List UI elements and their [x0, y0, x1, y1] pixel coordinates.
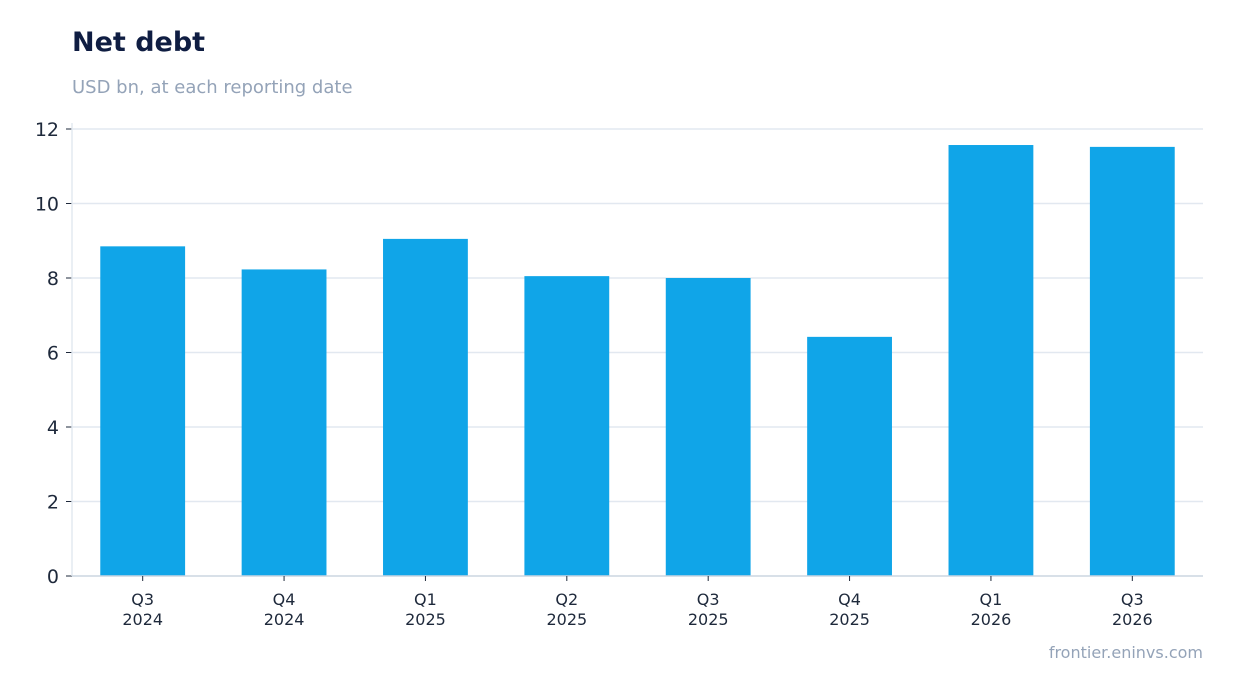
y-tick-label: 6	[47, 343, 59, 365]
y-tick-label: 10	[35, 194, 59, 216]
bar	[665, 278, 751, 576]
y-tick-label: 0	[47, 566, 59, 588]
y-tick-label: 2	[47, 492, 59, 514]
x-tick-labels: Q3 2024 Q4 2024 Q1 2025 Q2 2025 Q3 2025 Q4 2025 Q1 20…	[122, 590, 1152, 629]
bars	[100, 145, 1175, 576]
x-tick-label: Q4 2024	[264, 590, 305, 629]
y-tick-label: 12	[35, 119, 59, 141]
x-tick-label: Q2 2025	[546, 590, 587, 629]
x-tick-label: Q3 2026	[1112, 590, 1153, 629]
bar	[241, 269, 327, 576]
bar	[383, 238, 468, 576]
y-tick-labels: 0 2 4 6 8 10 12	[35, 119, 59, 588]
x-tick-label: Q3 2025	[688, 590, 729, 629]
chart-subtitle: USD bn, at each reporting date	[72, 77, 353, 98]
bar	[100, 246, 186, 576]
x-tick-label: Q1 2026	[971, 590, 1012, 629]
x-tick-label: Q1 2025	[405, 590, 446, 629]
bar	[948, 145, 1034, 576]
x-tick-label: Q3 2024	[122, 590, 163, 629]
chart-title: Net debt	[72, 27, 206, 58]
x-tick-label: Q4 2025	[829, 590, 870, 629]
bar	[807, 336, 892, 576]
y-tick-label: 8	[47, 268, 59, 290]
source-footer: frontier.eninvs.com	[1048, 643, 1203, 662]
bar	[524, 276, 610, 576]
y-tick-label: 4	[47, 417, 59, 439]
bar	[1089, 146, 1175, 576]
axes	[66, 123, 1203, 581]
